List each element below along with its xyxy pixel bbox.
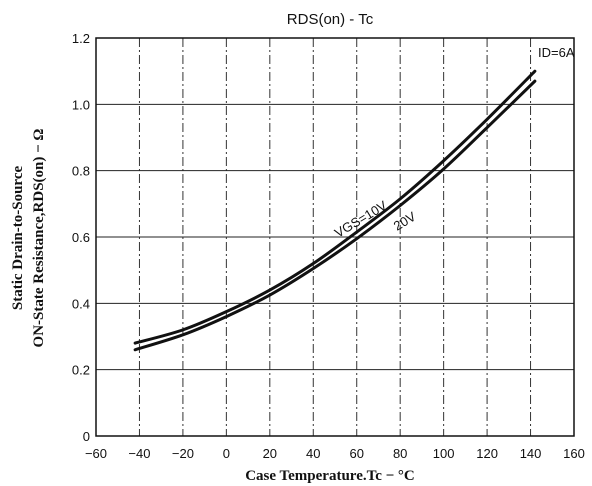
y-tick-label: 0.4 [72,296,90,311]
plot-frame [95,37,575,437]
x-tick-label: −20 [172,446,194,461]
grid [96,38,574,436]
series-label-20v: 20V [391,209,419,234]
tick-labels: −60 −40 −20 0 20 40 60 80 100 120 140 160 0 0.2 0.4 0.6… [72,31,585,461]
y-tick-label: 0.6 [72,230,90,245]
x-tick-label: 100 [433,446,455,461]
y-tick-label: 0 [83,429,90,444]
x-axis-label: Case Temperature.Tc − °C [245,468,415,484]
y-tick-label: 0.2 [72,363,90,378]
y-axis-label-line-1: Static Drain-to-Source [10,166,26,311]
series-lines [133,69,537,352]
series-line-20v [133,79,537,352]
x-tick-label: 60 [349,446,363,461]
x-tick-label: 80 [393,446,407,461]
x-tick-label: 120 [476,446,498,461]
series-line-vgs-10v [133,69,537,345]
x-tick-label: 140 [520,446,542,461]
x-tick-label: −60 [85,446,107,461]
current-annotation: ID=6A [538,45,575,60]
x-tick-label: −40 [128,446,150,461]
chart-title: RDS(on) - Tc [287,11,374,28]
y-axis-label-line-2: ON-State Resistance,RDS(on) − Ω [31,129,47,348]
y-tick-label: 1.0 [72,97,90,112]
x-tick-label: 0 [223,446,230,461]
x-tick-label: 40 [306,446,320,461]
x-tick-label: 20 [263,446,277,461]
y-tick-label: 1.2 [72,31,90,46]
x-tick-label: 160 [563,446,585,461]
y-tick-label: 0.8 [72,164,90,179]
